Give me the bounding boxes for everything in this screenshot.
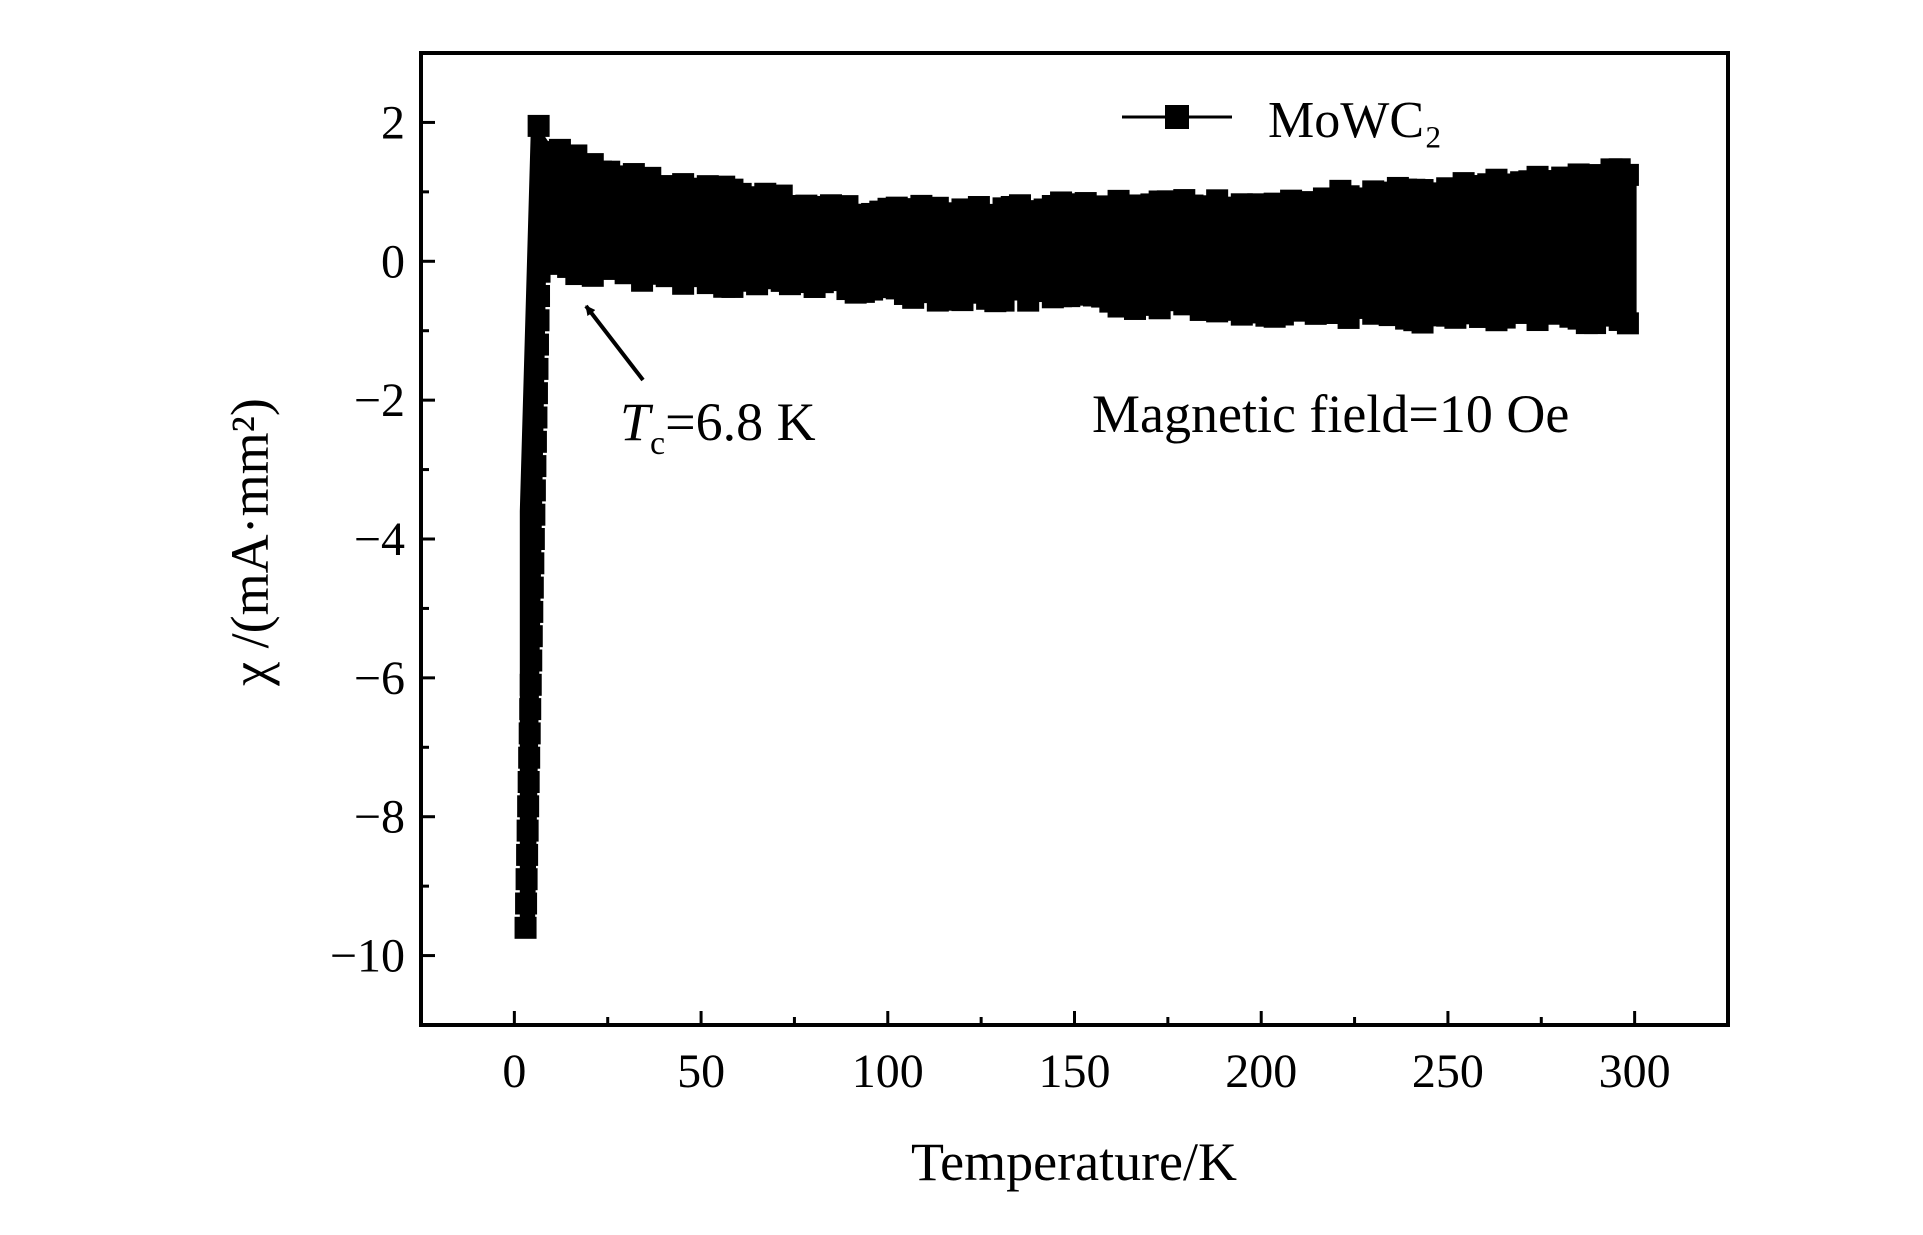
data-point: [526, 333, 549, 356]
data-point: [1616, 312, 1639, 335]
data-point: [527, 114, 550, 137]
y-tick-label: 2: [381, 96, 405, 149]
data-point: [523, 479, 546, 502]
data-point: [521, 600, 544, 623]
data-point: [516, 843, 539, 866]
y-tick-label: −6: [354, 652, 405, 705]
plot-area: [514, 114, 1639, 939]
x-tick-label: 50: [677, 1045, 725, 1098]
magnetic-field-label: Magnetic field=10 Oe: [1092, 384, 1569, 444]
data-point: [514, 916, 537, 939]
legend-marker: [1165, 105, 1189, 129]
data-point: [525, 382, 548, 405]
tc-label: Tc=6.8 K: [620, 392, 816, 462]
data-point: [517, 795, 540, 818]
tc-arrow: [584, 304, 645, 382]
data-point: [525, 406, 548, 429]
data-band: [519, 120, 1637, 930]
data-point: [524, 430, 547, 453]
tc-annotation: Tc=6.8 K: [584, 304, 816, 462]
x-tick-label: 100: [852, 1045, 924, 1098]
y-tick-label: −10: [330, 930, 405, 983]
y-axis: 2 0 −2 −4 −6 −8 −10: [330, 51, 435, 1027]
y-tick-label: −2: [354, 374, 405, 427]
data-point: [528, 260, 551, 283]
y-tick-label: −8: [354, 791, 405, 844]
data-point: [519, 673, 542, 696]
x-tick-label: 250: [1412, 1045, 1484, 1098]
x-tick-label: 200: [1225, 1045, 1297, 1098]
data-point: [522, 528, 545, 550]
data-point: [518, 746, 541, 769]
data-point: [515, 892, 538, 915]
data-point: [1616, 163, 1639, 186]
data-point: [521, 576, 544, 599]
data-point: [518, 722, 541, 745]
x-tick-label: 0: [502, 1045, 526, 1098]
legend-label: MoWC₂: [1268, 92, 1442, 149]
data-point: [517, 771, 540, 793]
data-point: [515, 868, 538, 891]
data-point: [516, 819, 539, 842]
data-point: [524, 455, 547, 478]
x-axis-label: Temperature/K: [911, 1132, 1237, 1192]
legend: MoWC₂: [1122, 92, 1442, 149]
x-tick-label: 300: [1599, 1045, 1671, 1098]
data-point: [529, 236, 552, 259]
data-point: [520, 625, 543, 648]
data-point: [520, 649, 543, 672]
y-axis-label: χ /(mA·mm²): [220, 398, 280, 687]
x-axis: 0 50 100 150 200 250 300: [502, 1011, 1671, 1098]
x-tick-label: 150: [1039, 1045, 1111, 1098]
data-point: [523, 503, 546, 526]
y-tick-label: 0: [381, 235, 405, 288]
y-tick-label: −4: [354, 513, 405, 566]
data-point: [519, 698, 542, 721]
data-point: [522, 552, 545, 575]
data-point: [527, 309, 550, 332]
data-point: [528, 285, 551, 307]
data-point: [526, 357, 549, 380]
